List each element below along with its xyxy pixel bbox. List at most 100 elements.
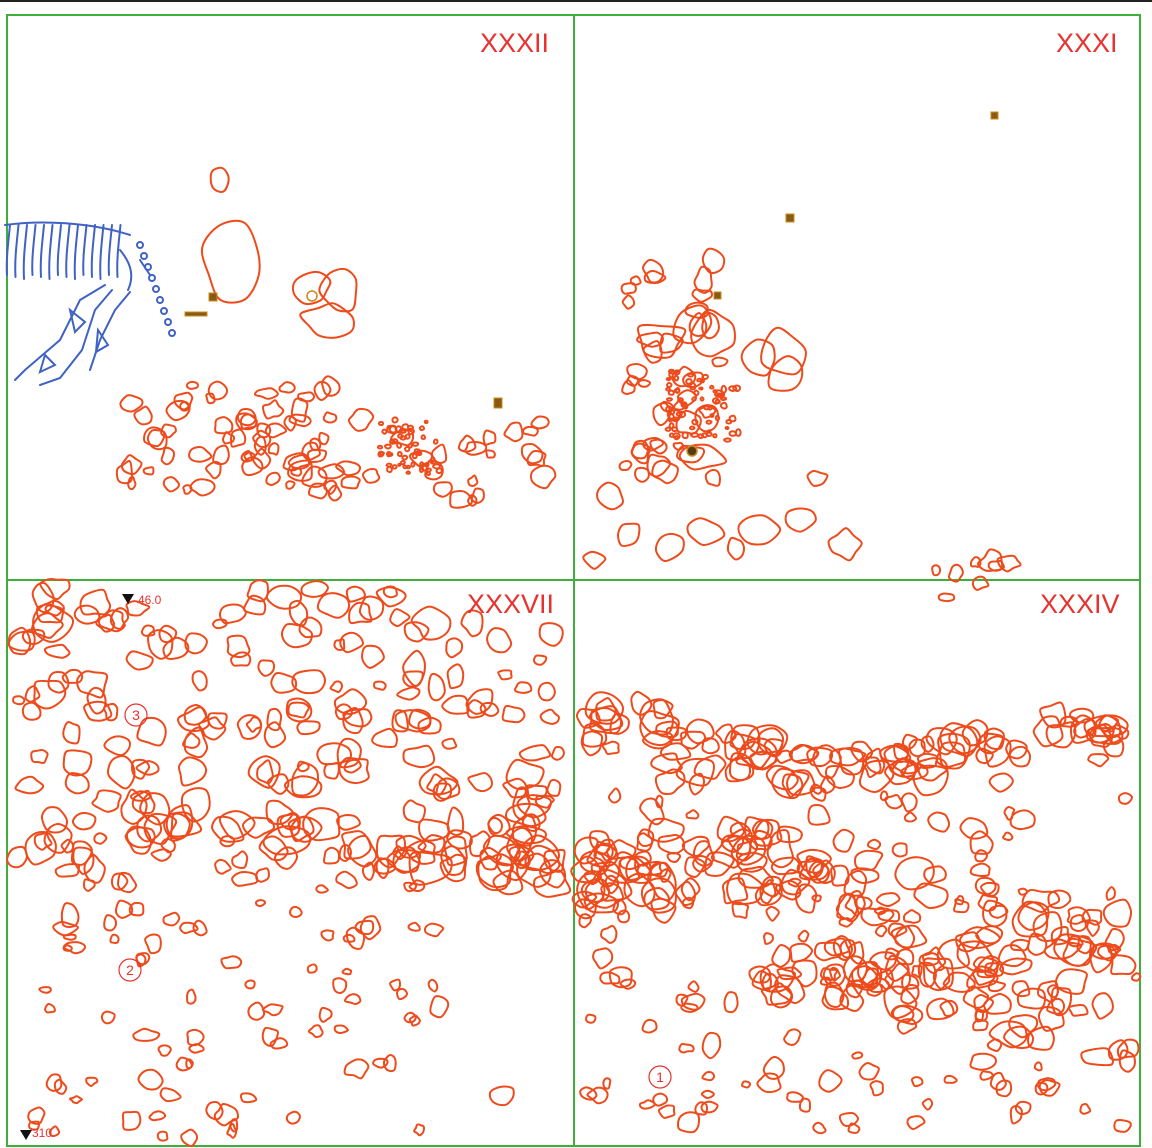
stone-outline-icon (776, 825, 803, 844)
stone-outline-icon (892, 1004, 924, 1026)
stone-outline-icon (596, 481, 625, 511)
stone-outline-icon (638, 1099, 656, 1110)
stone-outline-icon (819, 976, 832, 986)
stone-outline-icon (185, 380, 199, 390)
stone-outline-icon (385, 450, 392, 458)
stone-outline-icon (838, 917, 854, 928)
stone-outline-icon (1011, 900, 1049, 938)
stone-outline-icon (348, 601, 373, 625)
stone-outline-icon (231, 871, 259, 887)
stone-outline-icon (678, 410, 687, 419)
stone-outline-icon (39, 577, 71, 601)
stone-outline-icon (106, 755, 136, 790)
stone-outline-icon (394, 425, 403, 434)
stone-outline-icon (290, 816, 323, 843)
stone-outline-icon (391, 438, 399, 445)
stone-outline-icon (686, 517, 726, 547)
stone-outline-icon (988, 904, 1009, 919)
stone-outline-icon (467, 474, 479, 488)
stone-outline-icon (146, 429, 168, 451)
stone-outline-icon (692, 855, 713, 873)
stone-outline-icon (798, 1097, 811, 1113)
stone-outline-icon (285, 697, 313, 723)
stone-outline-icon (254, 387, 279, 400)
stone-outline-icon (332, 977, 348, 994)
stone-outline-icon (537, 681, 556, 702)
skeleton-bone (5, 224, 11, 276)
stone-outline-icon (642, 437, 665, 452)
stone-outline-icon (630, 442, 651, 465)
stone-outline-icon (404, 445, 411, 453)
stone-outline-icon (582, 550, 607, 570)
stone-outline-icon (1003, 1025, 1035, 1050)
stone-outline-icon (93, 832, 108, 845)
stone-outline-icon (386, 425, 392, 430)
stone-outline-icon (7, 630, 36, 652)
stone-outline-icon (711, 356, 729, 368)
stone-outline-icon (43, 643, 71, 659)
stone-outline-icon (1011, 980, 1031, 998)
skeleton-bone (39, 224, 45, 278)
stone-outline-icon (397, 433, 404, 439)
stone-outline-icon (288, 413, 312, 428)
stone-outline-icon (175, 1056, 193, 1072)
stone-outline-icon (827, 527, 863, 562)
stone-outline-icon (300, 580, 329, 598)
stone-outline-icon (694, 1101, 709, 1116)
stone-outline-icon (501, 704, 526, 724)
stone-outline-icon (144, 933, 162, 955)
stone-outline-icon (395, 987, 408, 1001)
stone-outline-icon (701, 432, 709, 439)
stone-outline-icon (432, 438, 439, 445)
stone-outline-icon (709, 384, 715, 390)
stone-outline-icon (140, 624, 156, 637)
stone-outline-icon (620, 282, 637, 295)
stone-outline-icon (1083, 714, 1129, 738)
stone-outline-icon (318, 431, 330, 446)
stone-outline-icon (291, 762, 319, 797)
skeleton-vertebra (156, 296, 164, 304)
stone-outline-icon (327, 484, 343, 502)
stone-outline-icon (252, 429, 272, 448)
stone-outline-icon (391, 464, 398, 470)
stone-outline-icon (322, 846, 340, 865)
stone-outline-icon (420, 434, 427, 440)
stone-outline-icon (583, 870, 602, 885)
stone-outline-icon (546, 778, 562, 797)
stone-outline-icon (762, 1055, 785, 1080)
stone-outline-icon (776, 966, 803, 981)
stone-outline-icon (427, 978, 439, 993)
stone-outline-icon (1085, 726, 1124, 745)
stone-outline-icon (182, 732, 201, 749)
stone-outline-icon (771, 944, 792, 968)
stone-outline-icon (385, 462, 393, 468)
stone-outline-icon (988, 772, 1014, 793)
skeleton-bone (116, 224, 122, 278)
stone-outline-icon (983, 735, 1012, 768)
stone-outline-icon (685, 718, 715, 745)
stone-outline-icon (1054, 968, 1088, 995)
stone-outline-icon (984, 962, 1005, 977)
stone-outline-icon (403, 1011, 417, 1024)
stone-outline-icon (361, 861, 375, 881)
stone-outline-icon (853, 849, 884, 871)
stone-outline-icon (642, 730, 674, 750)
stone-outline-icon (516, 794, 553, 819)
stone-outline-icon (1034, 1081, 1049, 1096)
stone-outline-icon (443, 835, 468, 867)
stone-outline-icon (267, 442, 280, 456)
stone-outline-icon (705, 431, 713, 437)
stone-outline-icon (343, 993, 362, 1006)
stone-outline-icon (693, 754, 727, 780)
stone-outline-icon (245, 716, 262, 733)
stone-outline-icon (937, 592, 956, 603)
stone-outline-icon (626, 363, 648, 381)
stone-outline-icon (869, 1080, 884, 1097)
stone-outline-icon (103, 914, 118, 932)
stone-outline-icon (125, 650, 154, 671)
stone-outline-icon (969, 830, 994, 855)
stone-outline-icon (200, 219, 261, 304)
stone-outline-icon (465, 688, 494, 715)
stone-outline-icon (1105, 886, 1116, 901)
skeleton-bone (56, 224, 62, 276)
